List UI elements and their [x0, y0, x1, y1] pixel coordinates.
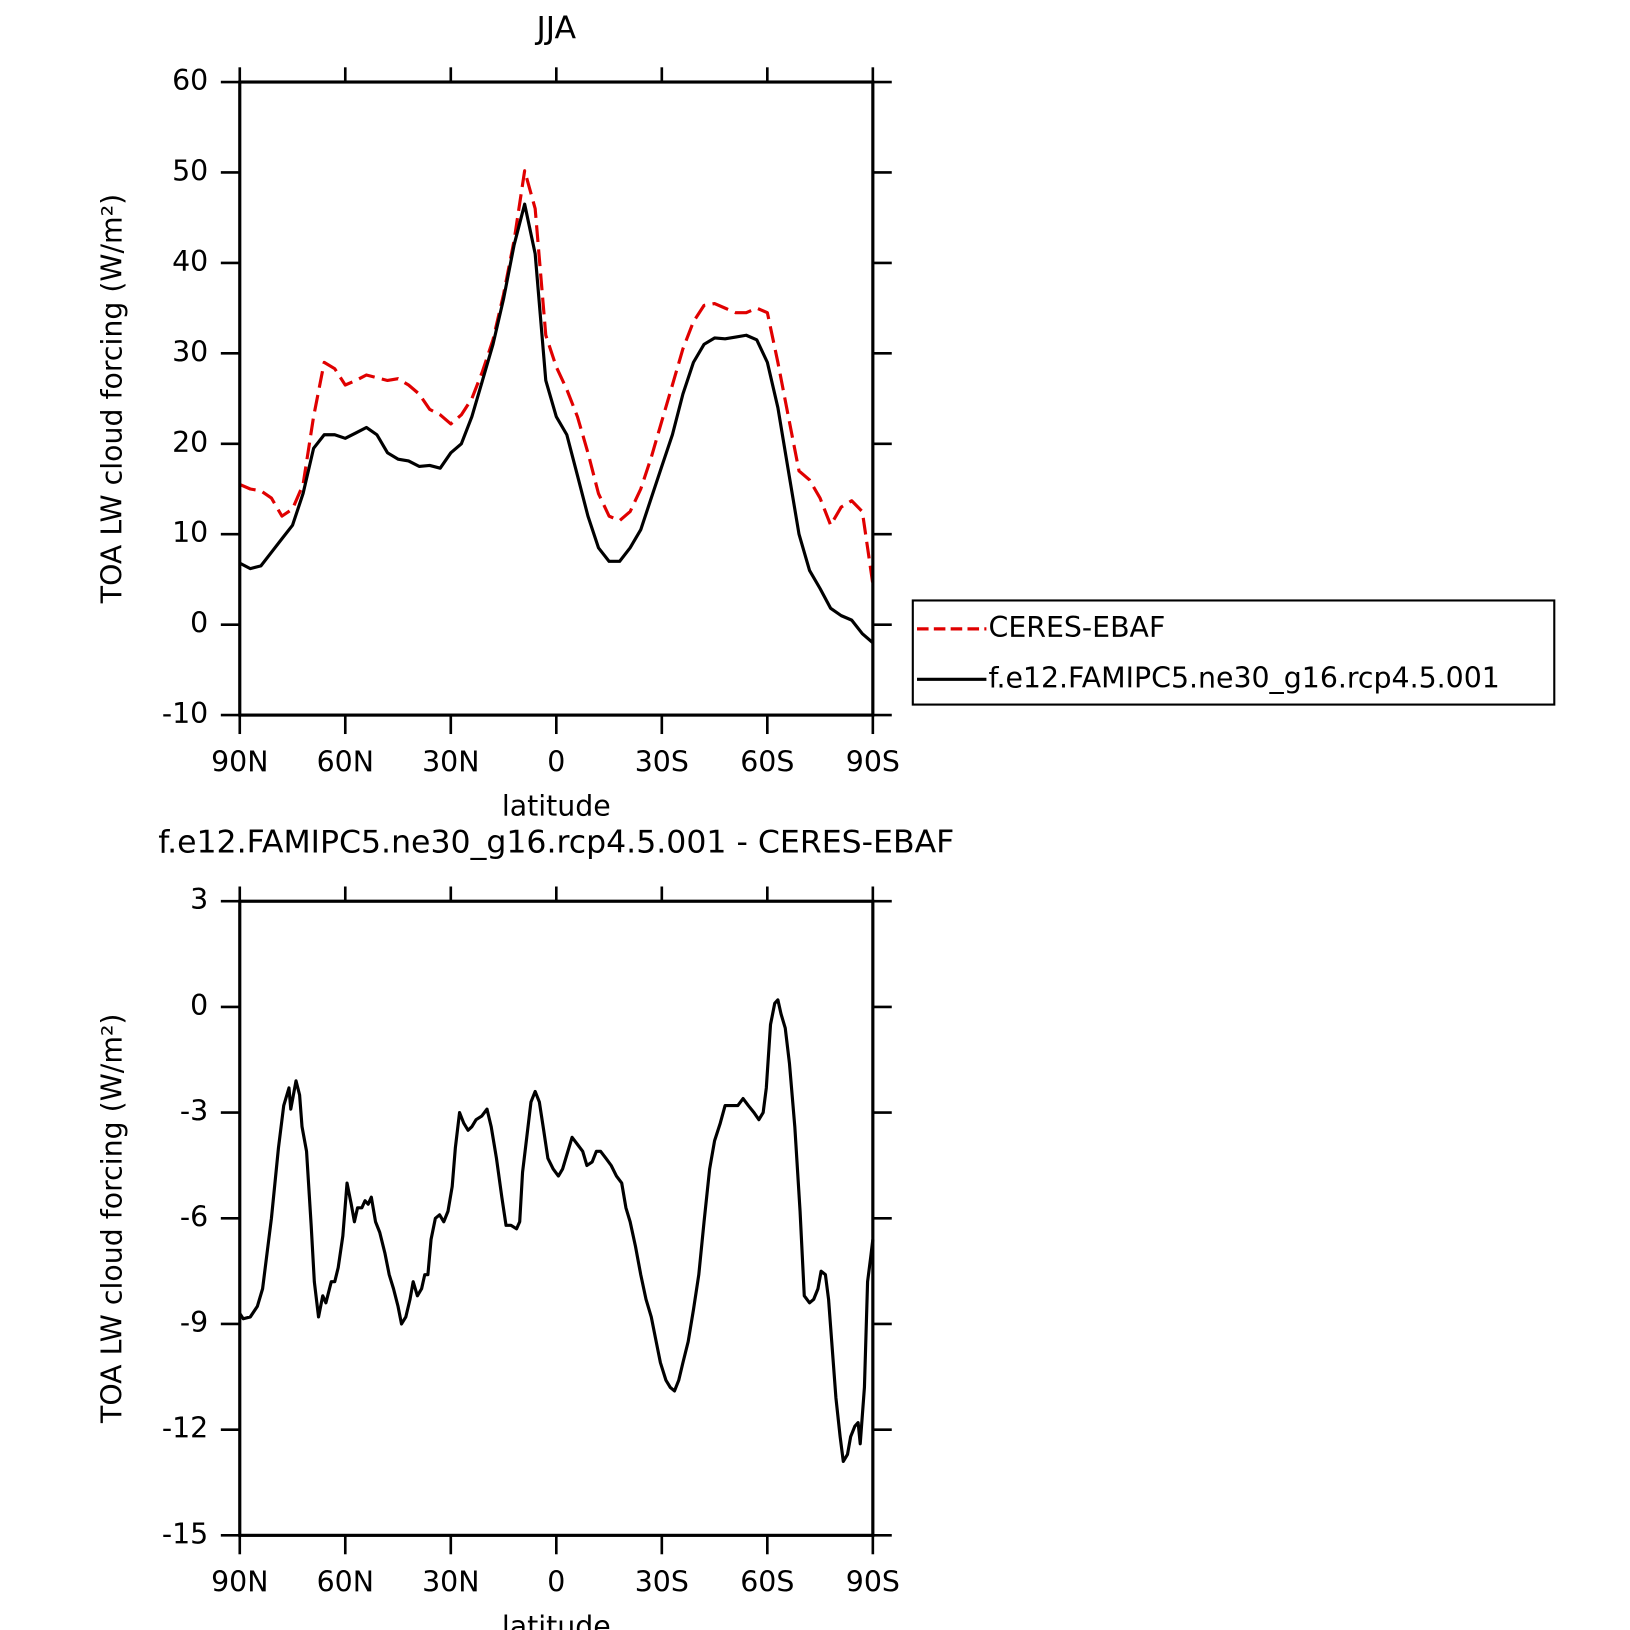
x-tick-label: 90N — [211, 745, 268, 778]
y-tick-label: 30 — [172, 335, 208, 368]
y-tick-label: 40 — [172, 245, 208, 278]
x-tick-label: 60N — [317, 745, 374, 778]
y-tick-label: 50 — [172, 154, 208, 187]
y-tick-label: -15 — [162, 1517, 208, 1550]
y-tick-label: -3 — [180, 1095, 208, 1128]
x-tick-label: 30N — [422, 745, 479, 778]
x-tick-label: 0 — [547, 745, 565, 778]
y-tick-label: 20 — [172, 426, 208, 459]
data-line — [238, 998, 875, 1464]
x-axis-label: latitude — [502, 790, 611, 823]
x-tick-label: 30S — [635, 745, 689, 778]
y-tick-label: -12 — [162, 1412, 208, 1445]
y-tick-label: 0 — [190, 607, 208, 640]
y-tick-label: 3 — [190, 883, 208, 916]
x-tick-label: 0 — [547, 1566, 565, 1599]
legend-label: f.e12.FAMIPC5.ne30_g16.rcp4.5.001 — [989, 661, 1500, 694]
y-tick-label: -10 — [162, 697, 208, 730]
legend-box — [911, 599, 1556, 706]
y-tick-label: -9 — [180, 1306, 208, 1339]
plot-frame — [238, 899, 875, 1537]
y-axis-label: TOA LW cloud forcing (W/m²) — [96, 194, 129, 604]
y-tick-label: 60 — [172, 64, 208, 97]
legend-label: CERES-EBAF — [989, 611, 1166, 644]
plot-frame — [238, 80, 875, 717]
x-tick-label: 60S — [740, 745, 794, 778]
chart-title: f.e12.FAMIPC5.ne30_g16.rcp4.5.001 - CERE… — [158, 824, 954, 860]
x-axis-label: latitude — [502, 1610, 611, 1630]
x-tick-label: 30N — [422, 1566, 479, 1599]
y-axis-label: TOA LW cloud forcing (W/m²) — [96, 1014, 129, 1424]
y-tick-label: 0 — [190, 989, 208, 1022]
y-tick-label: 10 — [172, 516, 208, 549]
x-tick-label: 90N — [211, 1566, 268, 1599]
x-tick-label: 90S — [846, 1566, 900, 1599]
data-line — [239, 169, 875, 585]
x-tick-label: 60S — [740, 1566, 794, 1599]
chart-title: JJA — [534, 10, 576, 46]
x-tick-label: 90S — [846, 745, 900, 778]
x-tick-label: 60N — [317, 1566, 374, 1599]
y-tick-label: -6 — [180, 1200, 208, 1233]
data-line — [239, 202, 874, 644]
x-tick-label: 30S — [635, 1566, 689, 1599]
